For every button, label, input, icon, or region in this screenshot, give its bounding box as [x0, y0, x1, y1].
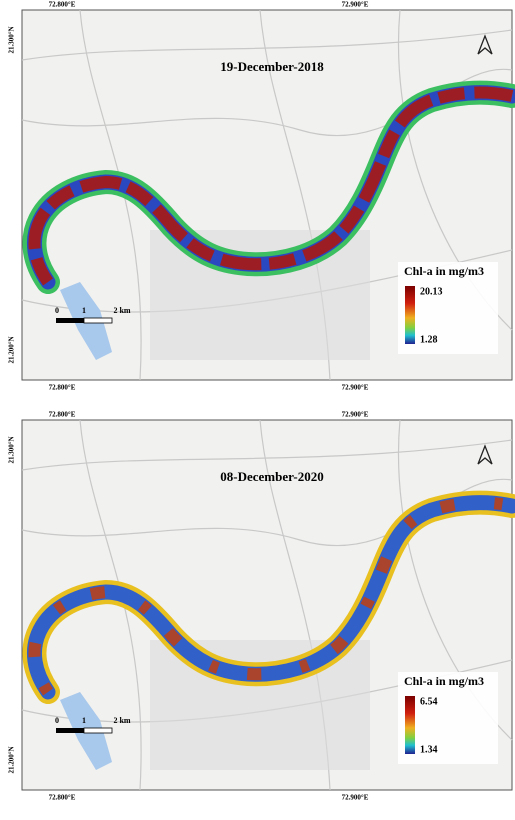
left-axis-label: 21.200°N — [8, 336, 16, 363]
bottom-axis-label: 72.900°E — [342, 794, 369, 802]
legend-title: Chl-a in mg/m3 — [404, 264, 484, 278]
figure: 19-December-2018 72.800°E 72.800°E 72.900°E… — [0, 0, 515, 820]
scale-bar-label: 2 km — [113, 716, 130, 725]
top-axis-label: 72.900°E — [342, 1, 369, 9]
scale-bar-label: 0 — [55, 306, 59, 315]
scale-bar-black — [56, 728, 84, 733]
left-axis-label: 21.300°N — [8, 436, 16, 463]
left-axis-label: 21.300°N — [8, 26, 16, 53]
scale-bar-white — [84, 728, 112, 733]
top-axis-label: 72.900°E — [342, 411, 369, 419]
map-title: 19-December-2018 — [220, 59, 324, 74]
left-axis-label: 21.200°N — [8, 746, 16, 773]
scale-bar-label: 0 — [55, 716, 59, 725]
color-bar — [405, 696, 415, 754]
legend-max: 6.54 — [420, 696, 438, 707]
color-bar — [405, 286, 415, 344]
scale-bar-label: 2 km — [113, 306, 130, 315]
bottom-axis-label: 72.900°E — [342, 384, 369, 392]
scale-bar-label: 1 — [82, 306, 86, 315]
top-axis-label: 72.800°E — [49, 1, 76, 9]
scale-bar-white — [84, 318, 112, 323]
map-panel: 08-December-2020 72.800°E 72.800°E 72.900°E… — [8, 411, 512, 802]
bottom-axis-label: 72.800°E — [49, 384, 76, 392]
scale-bar-label: 1 — [82, 716, 86, 725]
legend-max: 20.13 — [420, 286, 443, 297]
map-title: 08-December-2020 — [220, 469, 323, 484]
legend-min: 1.28 — [420, 334, 438, 345]
scale-bar-black — [56, 318, 84, 323]
bottom-axis-label: 72.800°E — [49, 794, 76, 802]
legend-title: Chl-a in mg/m3 — [404, 674, 484, 688]
top-axis-label: 72.800°E — [49, 411, 76, 419]
legend-min: 1.34 — [420, 744, 438, 755]
map-panel: 19-December-2018 72.800°E 72.800°E 72.900°E… — [8, 1, 512, 392]
